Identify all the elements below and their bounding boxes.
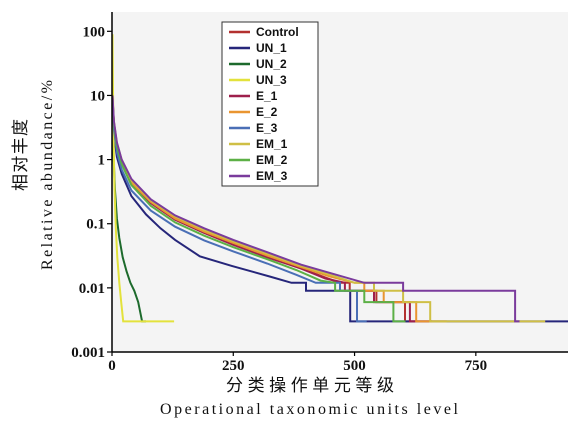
legend-label: UN_1 [256,41,287,55]
legend-item-un-1: UN_1 [229,41,287,55]
y-tick-label: 0.01 [79,281,105,297]
y-axis-label-zh: 相对丰度 [11,119,31,191]
legend-item-un-3: UN_3 [229,73,287,87]
series-line-em-3 [111,95,520,323]
legend-item-e-1: E_1 [229,89,278,103]
legend-label: EM_1 [256,137,288,151]
y-tick-label: 1 [98,153,106,169]
legend-item-control: Control [229,25,299,39]
legend: Control UN_1 UN_2 UN_3 E_1 E_2 E_3 EM_1 EM_2 EM_3 [221,21,319,187]
legend-item-e-2: E_2 [229,105,278,119]
legend-entries: Control UN_1 UN_2 UN_3 E_1 E_2 E_3 EM_1 EM_2 EM_3 [229,25,299,183]
legend-label: EM_3 [256,169,288,183]
legend-label: EM_2 [256,153,288,167]
legend-box [221,21,319,187]
legend-item-em-1: EM_1 [229,137,288,151]
x-tick-label: 0 [108,358,116,374]
y-tick-label: 0.1 [86,217,105,233]
legend-item-e-3: E_3 [229,121,278,135]
x-axis-label-en: Operational taxonomic units level [160,401,459,418]
x-tick-label: 750 [465,358,488,374]
x-axis-label-zh: 分类操作单元等级 [226,376,394,396]
legend-item-em-3: EM_3 [229,169,288,183]
x-tick-label: 500 [343,358,366,374]
legend-label: E_3 [256,121,278,135]
legend-label: E_1 [256,89,278,103]
legend-label: Control [256,25,299,39]
series-line-em-2 [111,98,406,323]
legend-item-em-2: EM_2 [229,153,288,167]
x-tick-label: 250 [222,358,245,374]
legend-label: UN_2 [256,57,287,71]
y-tick-label: 100 [83,24,106,40]
legend-label: E_2 [256,105,278,119]
series-layer [111,34,568,323]
y-tick-label: 10 [90,88,105,104]
legend-label: UN_3 [256,73,287,87]
legend-item-un-2: UN_2 [229,57,287,71]
y-axis-label-en: Relative abundance/% [39,80,56,270]
series-line-un-1 [111,109,568,323]
plot-background [112,12,568,352]
y-tick-label: 0.001 [71,345,105,361]
